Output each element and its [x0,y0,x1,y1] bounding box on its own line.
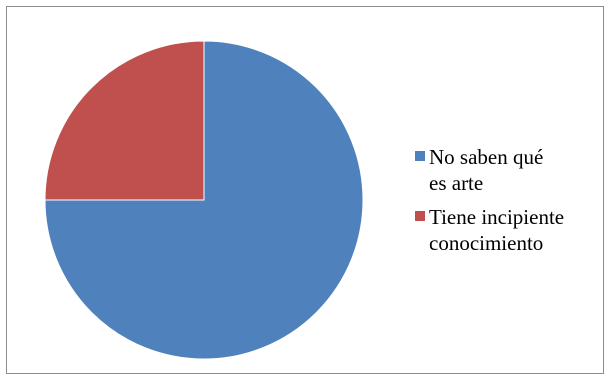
pie-slice-1 [44,40,205,201]
pie-slices [44,40,364,360]
legend-swatch-1 [415,211,425,221]
pie-chart [44,40,364,360]
legend-item-1: Tiene incipiente conocimiento [415,204,600,256]
chart-area: No saben qué es arte Tiene incipiente co… [6,6,604,374]
legend-label-1: Tiene incipiente conocimiento [429,205,565,255]
legend: No saben qué es arte Tiene incipiente co… [415,144,600,264]
legend-item-0: No saben qué es arte [415,144,600,196]
legend-swatch-0 [415,151,425,161]
legend-label-0: No saben qué es arte [429,145,544,195]
